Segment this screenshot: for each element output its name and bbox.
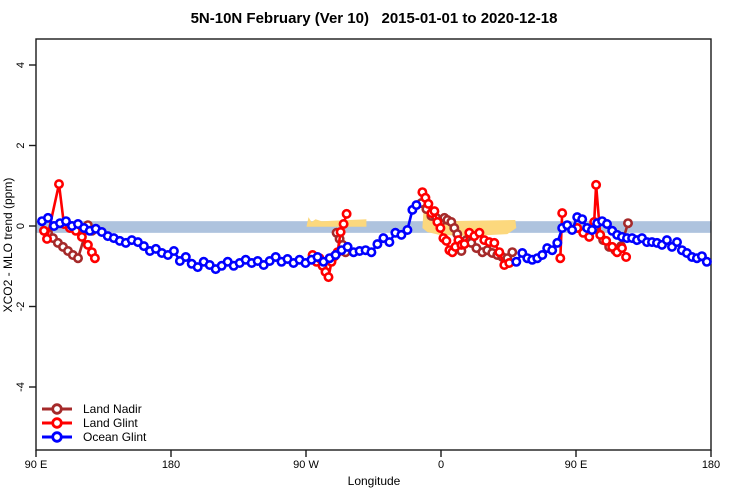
data-point xyxy=(323,272,334,283)
data-point xyxy=(402,225,413,236)
legend-label: Ocean Glint xyxy=(83,430,147,444)
data-point xyxy=(441,235,452,246)
data-point xyxy=(168,246,179,257)
data-point xyxy=(73,253,84,264)
data-point xyxy=(53,179,64,190)
data-point xyxy=(586,225,597,236)
y-tick-label: 0 xyxy=(15,223,27,229)
y-tick-label: -4 xyxy=(15,382,27,392)
data-point xyxy=(557,208,568,219)
data-point xyxy=(89,253,100,264)
data-point xyxy=(366,247,377,258)
data-point xyxy=(384,237,395,248)
x-axis-title: Longitude xyxy=(347,474,401,488)
data-point xyxy=(511,256,522,267)
legend-label: Land Nadir xyxy=(83,402,142,416)
data-point xyxy=(76,231,87,242)
data-point xyxy=(429,206,440,217)
y-tick-label: 2 xyxy=(15,142,27,148)
y-tick-label: 4 xyxy=(15,62,27,68)
data-point xyxy=(555,253,566,264)
highlight-region xyxy=(422,213,517,237)
chart-title: 5N-10N February (Ver 10) 2015-01-01 to 2… xyxy=(190,10,558,27)
data-point xyxy=(372,239,383,250)
data-point xyxy=(341,208,352,219)
y-axis-title: XCO2 - MLO trend (ppm) xyxy=(1,177,15,313)
data-point xyxy=(591,179,602,190)
legend-item-land-glint: Land Glint xyxy=(40,416,146,430)
data-point xyxy=(342,241,353,252)
data-point xyxy=(423,198,434,209)
data-point xyxy=(138,241,149,252)
data-point xyxy=(411,200,422,211)
data-point xyxy=(312,252,323,263)
data-point xyxy=(494,247,505,258)
zero-band xyxy=(36,221,711,233)
data-point xyxy=(396,229,407,240)
legend-item-land-nadir: Land Nadir xyxy=(40,402,146,416)
data-point xyxy=(507,247,518,258)
data-point xyxy=(489,237,500,248)
data-point xyxy=(616,243,627,254)
data-point xyxy=(192,262,203,273)
data-point xyxy=(547,245,558,256)
x-tick-label: 180 xyxy=(162,459,180,471)
data-point xyxy=(435,223,446,234)
data-point xyxy=(671,237,682,248)
data-point xyxy=(622,218,633,229)
data-point xyxy=(621,252,632,263)
legend-swatch xyxy=(42,403,72,415)
data-point xyxy=(338,219,349,230)
data-point xyxy=(552,237,563,248)
data-point xyxy=(701,256,712,267)
data-point xyxy=(330,250,341,261)
data-point xyxy=(60,216,71,227)
data-point xyxy=(601,219,612,230)
data-point xyxy=(537,250,548,261)
x-tick-label: 90 E xyxy=(25,459,48,471)
data-point xyxy=(82,239,93,250)
data-point xyxy=(595,229,606,240)
highlight-region xyxy=(306,217,367,227)
data-point xyxy=(661,235,672,246)
data-point xyxy=(577,214,588,225)
x-tick-label: 90 W xyxy=(293,459,319,471)
legend-swatch xyxy=(42,431,72,443)
series-line xyxy=(558,211,564,260)
x-tick-label: 180 xyxy=(702,459,720,471)
data-point xyxy=(38,225,49,236)
data-point xyxy=(601,235,612,246)
data-point xyxy=(41,233,52,244)
legend: Land Nadir Land Glint Ocean Glint xyxy=(40,402,146,444)
data-point xyxy=(567,225,578,236)
plot-box xyxy=(35,38,712,451)
data-point xyxy=(459,239,470,250)
legend-item-ocean-glint: Ocean Glint xyxy=(40,430,146,444)
legend-swatch xyxy=(42,417,72,429)
data-point xyxy=(474,227,485,238)
legend-label: Land Glint xyxy=(83,416,138,430)
data-point xyxy=(42,212,53,223)
data-point xyxy=(180,252,191,263)
y-tick-label: -2 xyxy=(15,302,27,312)
x-tick-label: 0 xyxy=(438,459,444,471)
data-point xyxy=(335,227,346,238)
x-tick-label: 90 E xyxy=(565,459,588,471)
